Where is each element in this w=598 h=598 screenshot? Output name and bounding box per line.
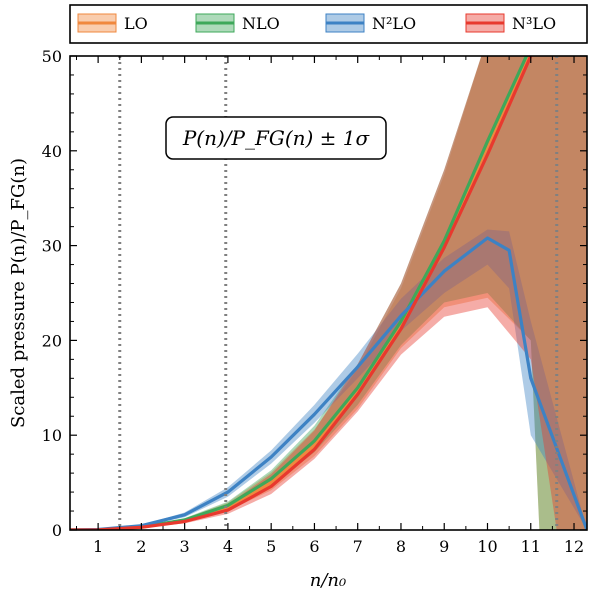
uncertainty-bands [70, 56, 587, 530]
legend-item-3: N³LO [465, 13, 556, 33]
legend-label-2: N²LO [372, 14, 416, 33]
y-tick-label-2: 20 [42, 331, 62, 350]
line-series-3 [70, 56, 533, 530]
y-tick-label-3: 30 [42, 237, 62, 256]
annotation-box [165, 116, 387, 160]
legend-item-1: NLO [195, 13, 280, 33]
legend-item-0: LO [77, 13, 148, 33]
x-tick-label-3: 4 [223, 537, 233, 556]
x-axis-ticks: 1 2 3 4 5 6 7 8 9 10 11 12 [75, 56, 584, 556]
x-tick-label-7: 8 [396, 537, 406, 556]
x-tick-label-10: 11 [521, 537, 541, 556]
y-tick-label-0: 0 [52, 521, 62, 540]
legend-item-2: N²LO [325, 13, 416, 33]
x-tick-label-9: 10 [477, 537, 497, 556]
series-lines [70, 56, 587, 530]
x-tick-label-11: 12 [564, 537, 584, 556]
y-tick-label-1: 10 [42, 426, 62, 445]
legend: LO NLO N²LO N³LO [77, 13, 556, 33]
y-axis-label: Scaled pressure P(n)/P_FG(n) [8, 158, 29, 428]
band-series-0 [70, 56, 587, 530]
line-series-2 [70, 236, 587, 530]
plot-frame [69, 55, 588, 531]
x-tick-label-2: 3 [180, 537, 190, 556]
x-tick-label-6: 7 [353, 537, 363, 556]
x-tick-label-8: 9 [439, 537, 449, 556]
x-tick-label-0: 1 [93, 537, 103, 556]
x-tick-label-4: 5 [266, 537, 276, 556]
x-tick-label-5: 6 [309, 537, 319, 556]
x-axis-label: n/n₀ [310, 570, 346, 591]
x-tick-label-1: 2 [136, 537, 146, 556]
band-series-1 [70, 56, 587, 530]
legend-label-3: N³LO [512, 14, 556, 33]
y-tick-label-5: 50 [42, 47, 62, 66]
legend-label-1: NLO [242, 14, 280, 33]
y-tick-label-4: 40 [42, 142, 62, 161]
legend-label-0: LO [124, 14, 148, 33]
y-axis-ticks: 0 10 20 30 40 50 [42, 47, 587, 540]
annotation-text: P(n)/P_FG(n) ± 1σ [182, 126, 371, 150]
band-series-3 [70, 56, 587, 530]
